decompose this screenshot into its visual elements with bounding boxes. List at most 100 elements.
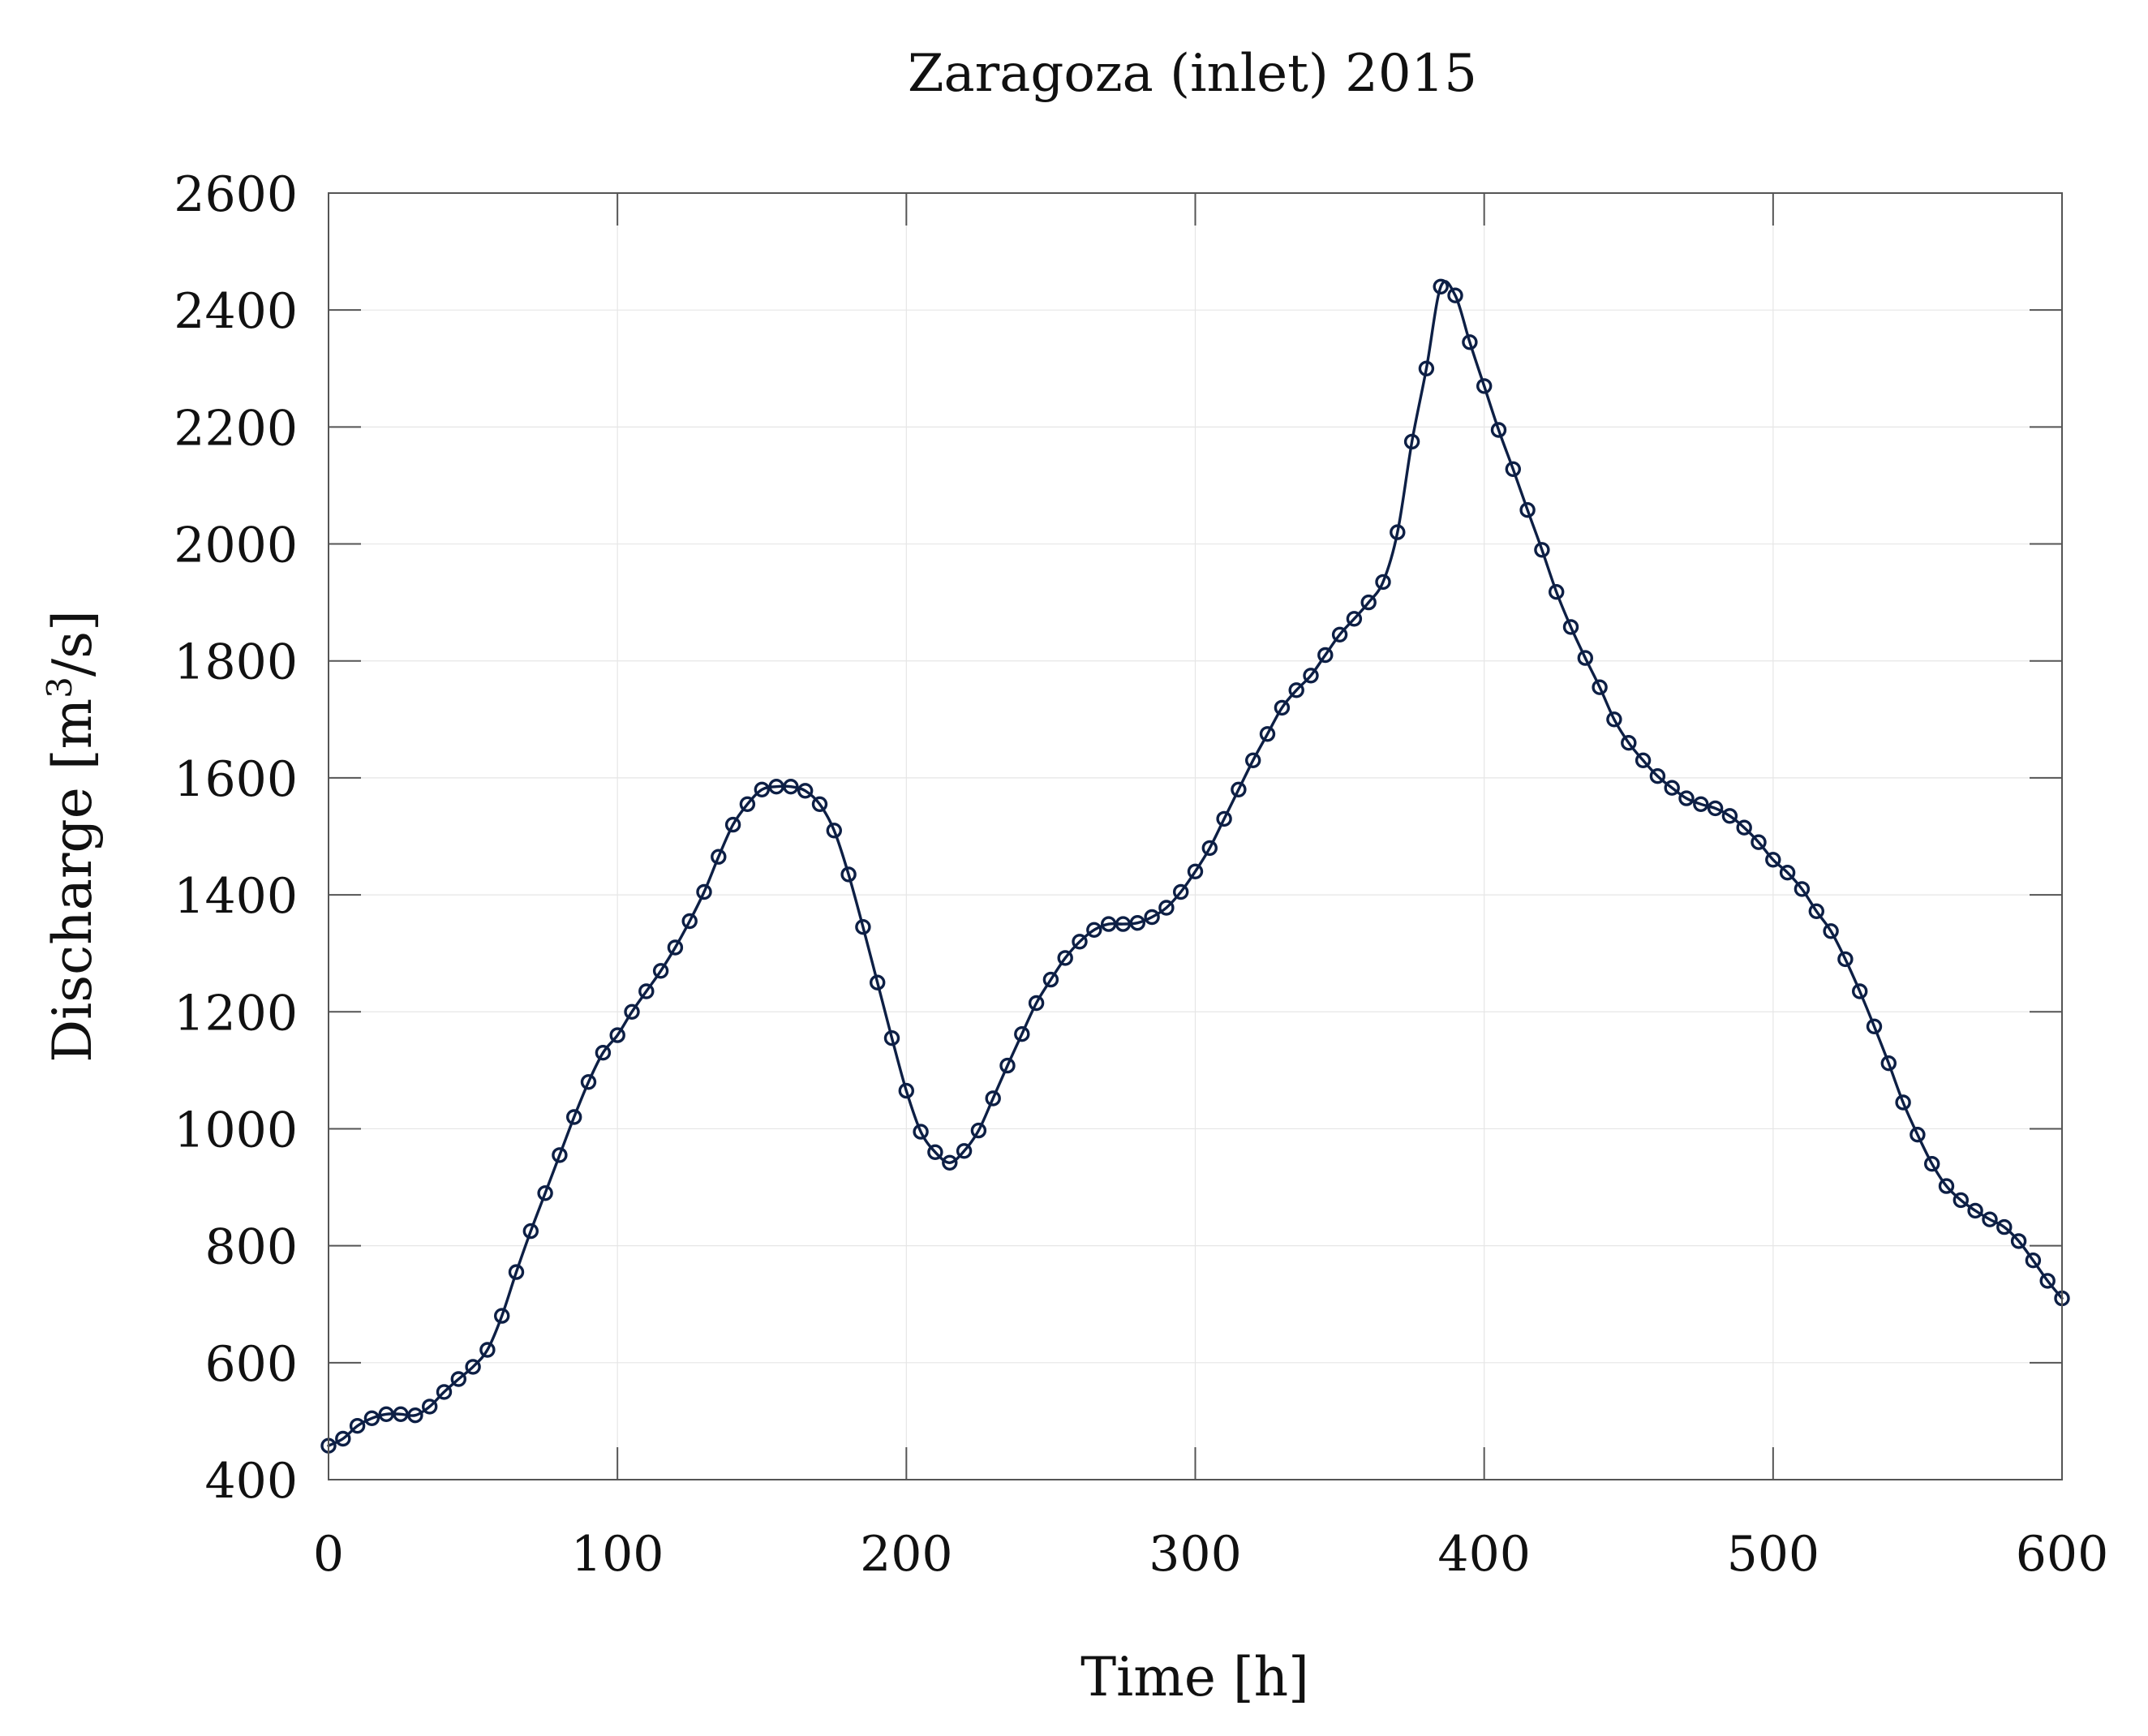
data-point — [422, 1399, 438, 1415]
data-point — [1144, 909, 1160, 926]
data-point — [1390, 524, 1406, 540]
data-point — [2025, 1252, 2042, 1269]
data-point — [1346, 611, 1363, 627]
data-point — [1606, 711, 1622, 728]
data-point — [1910, 1126, 1926, 1143]
data-point — [1115, 916, 1132, 932]
y-tick-label: 1000 — [174, 1102, 298, 1158]
data-point — [1693, 796, 1709, 812]
data-point — [436, 1384, 453, 1400]
data-point — [1562, 619, 1579, 635]
data-point — [1418, 360, 1435, 376]
x-axis-label: Time [h] — [1080, 1646, 1309, 1708]
data-point — [840, 866, 857, 883]
y-tick-label: 1400 — [174, 868, 298, 925]
data-point — [508, 1264, 525, 1280]
data-point — [927, 1144, 943, 1161]
data-point — [942, 1154, 958, 1171]
data-point — [1288, 682, 1304, 698]
data-point — [1201, 840, 1218, 857]
data-point — [797, 783, 814, 799]
data-point — [1721, 808, 1738, 824]
data-point — [1086, 922, 1102, 939]
y-axis-label-tail: /s] — [41, 610, 104, 677]
x-tick-labels: 0 100 200 300 400 500 600 — [313, 1526, 2108, 1583]
data-point — [624, 1003, 640, 1021]
data-point — [479, 1342, 496, 1358]
data-point — [393, 1406, 409, 1423]
data-point — [1331, 626, 1348, 642]
data-point — [883, 1029, 900, 1046]
data-point — [1072, 934, 1088, 950]
data-point — [1765, 852, 1781, 868]
data-point — [1808, 903, 1825, 920]
data-point — [1577, 650, 1594, 666]
data-point — [898, 1082, 915, 1099]
data-point — [1216, 810, 1232, 827]
series-line — [327, 280, 2064, 1447]
data-point — [768, 779, 784, 795]
chart-title: Zaragoza (inlet) 2015 — [908, 44, 1477, 104]
data-point — [1967, 1202, 1983, 1219]
data-point — [1823, 923, 1839, 939]
data-point — [1403, 433, 1420, 450]
data-point — [537, 1185, 553, 1201]
data-point — [1100, 916, 1117, 932]
data-point — [1678, 790, 1695, 806]
data-point — [609, 1027, 625, 1043]
x-tick-label: 300 — [1149, 1526, 1242, 1583]
data-point — [1621, 735, 1637, 751]
data-point — [1476, 378, 1493, 394]
data-point — [1779, 864, 1796, 881]
data-point — [1982, 1211, 1998, 1227]
x-tick-label: 0 — [313, 1526, 344, 1583]
y-tick-label: 2600 — [174, 166, 298, 223]
data-point — [1548, 584, 1565, 600]
data-point — [407, 1407, 423, 1424]
data-point — [1938, 1178, 1955, 1194]
data-point — [1751, 834, 1767, 850]
data-point — [1462, 334, 1478, 350]
data-point — [1996, 1218, 2013, 1235]
data-point — [754, 781, 770, 797]
data-point — [494, 1308, 510, 1324]
data-point — [1880, 1055, 1897, 1072]
data-point — [1490, 422, 1507, 438]
data-point — [1592, 679, 1608, 695]
data-point — [1447, 287, 1463, 303]
data-point — [580, 1074, 597, 1090]
data-point — [2010, 1233, 2027, 1249]
data-point — [1794, 881, 1811, 897]
data-point — [739, 796, 756, 812]
y-tick-label: 400 — [204, 1453, 298, 1510]
data-point — [638, 983, 655, 999]
data-point — [522, 1223, 539, 1240]
data-point — [1707, 800, 1724, 817]
data-point — [335, 1430, 351, 1447]
data-point — [1375, 574, 1391, 591]
data-point — [652, 963, 669, 979]
data-point — [1231, 781, 1247, 797]
data-point — [552, 1147, 568, 1163]
data-point — [1187, 863, 1204, 880]
y-tick-label: 1200 — [174, 985, 298, 1042]
data-point — [1259, 726, 1276, 742]
axis-ticks — [328, 192, 2063, 1480]
data-point — [1736, 819, 1752, 836]
data-point — [869, 974, 886, 990]
x-tick-label: 100 — [571, 1526, 664, 1583]
grid-lines — [328, 192, 2063, 1480]
data-point — [1635, 752, 1652, 768]
data-point — [349, 1417, 366, 1434]
y-tick-label: 1600 — [174, 751, 298, 808]
data-point — [566, 1109, 582, 1125]
data-point — [1433, 278, 1449, 294]
y-tick-label: 800 — [204, 1219, 298, 1276]
data-point — [363, 1410, 380, 1427]
data-point — [783, 779, 799, 795]
data-point — [1534, 542, 1550, 558]
y-axis-label-superscript: 3 — [40, 677, 79, 698]
data-point — [1129, 914, 1146, 931]
data-point — [667, 939, 684, 956]
